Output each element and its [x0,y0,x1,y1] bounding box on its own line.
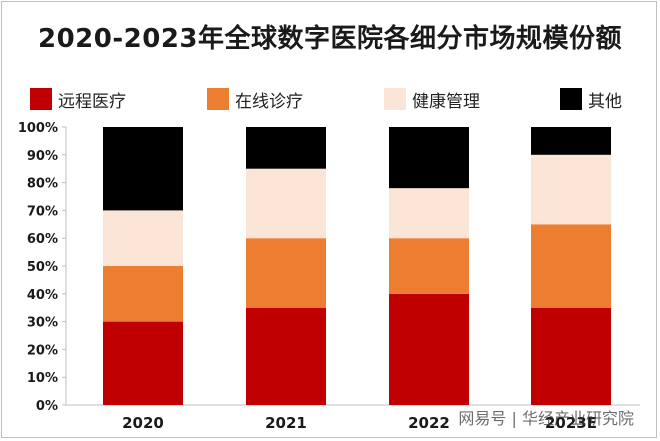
legend-label-health-management: 健康管理 [412,91,480,112]
bar-segment-2021-3 [246,127,326,169]
y-tick-label: 90% [27,149,58,164]
y-tick-label: 30% [27,316,58,331]
legend-label-online-consult: 在线诊疗 [235,91,303,112]
bar-segment-2020-1 [103,266,183,322]
bar-segment-2021-1 [246,238,326,308]
x-tick-label: 2023E [545,414,597,432]
x-tick-label: 2022 [408,414,450,432]
legend-swatch-telemedicine [30,88,52,110]
legend-item-other: 其他 [560,88,622,112]
x-tick-label: 2020 [122,414,164,432]
legend-item-telemedicine: 远程医疗 [30,88,126,112]
y-tick-label: 70% [27,204,58,219]
bar-segment-2021-0 [246,307,326,405]
legend-label-other: 其他 [588,91,622,112]
legend-swatch-health-management [384,88,406,110]
y-tick-label: 0% [36,399,58,414]
bar-segment-2023E-0 [531,307,611,405]
bar-segment-2021-2 [246,168,326,239]
bar-segment-2022-0 [389,293,469,405]
y-tick-label: 40% [27,288,58,303]
y-tick-label: 60% [27,232,58,247]
legend-item-online-consult: 在线诊疗 [207,88,303,112]
bar-segment-2020-0 [103,321,183,405]
bar-segment-2022-1 [389,238,469,294]
y-tick-label: 100% [18,121,58,136]
legend-swatch-other [560,88,582,110]
y-tick-label: 50% [27,260,58,275]
legend-label-telemedicine: 远程医疗 [58,91,126,112]
x-tick-label: 2021 [265,414,307,432]
watermark-text: 网易号 | 华经产业研究院 [458,409,634,428]
legend-swatch-online-consult [207,88,229,110]
bar-segment-2020-3 [103,127,183,211]
bar-segment-2023E-3 [531,127,611,155]
bar-segment-2020-2 [103,210,183,266]
legend-item-health-management: 健康管理 [384,88,480,112]
y-tick-label: 80% [27,177,58,192]
bar-segment-2023E-2 [531,154,611,225]
y-tick-label: 20% [27,343,58,358]
chart-title: 2020-2023年全球数字医院各细分市场规模份额 [37,24,623,54]
bar-segment-2022-2 [389,188,469,239]
bar-segment-2023E-1 [531,224,611,308]
bar-segment-2022-3 [389,127,469,189]
y-tick-label: 10% [27,371,58,386]
